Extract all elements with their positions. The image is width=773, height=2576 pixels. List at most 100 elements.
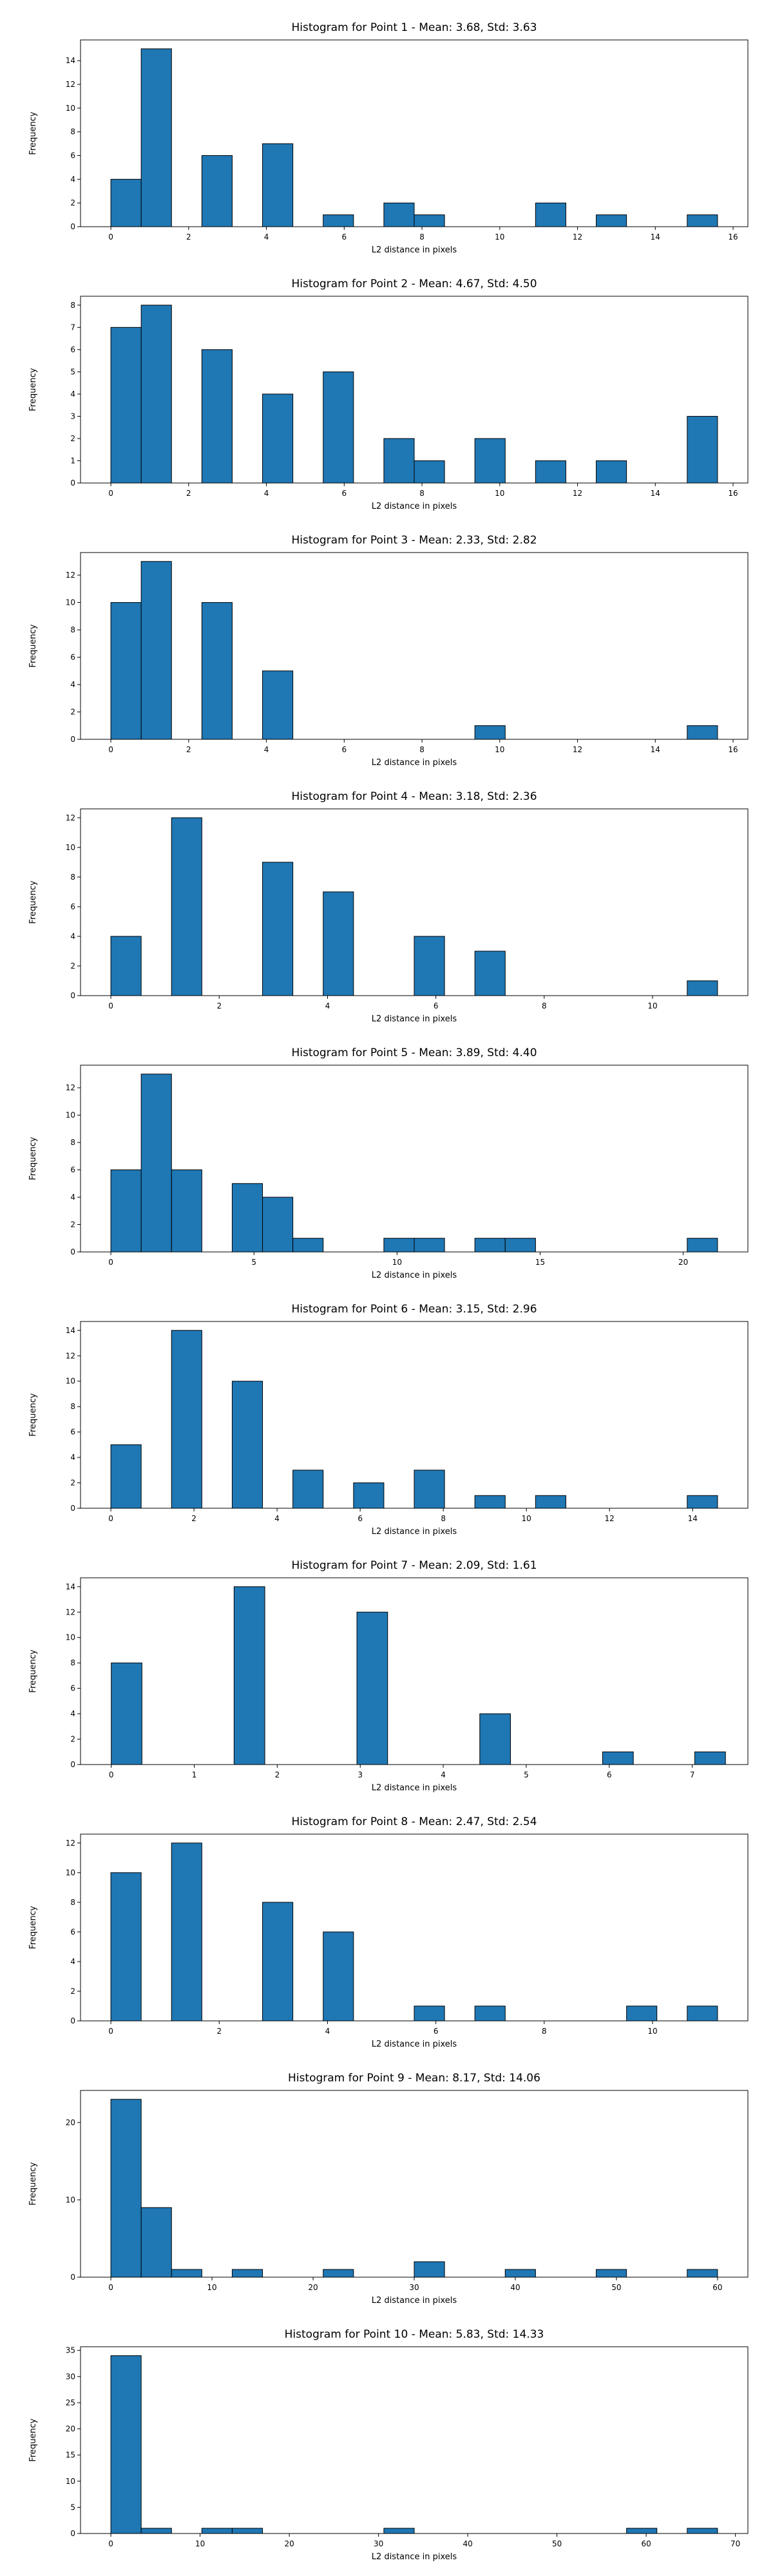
x-tick-label: 3 [358,1770,363,1779]
x-tick-label: 2 [275,1770,280,1779]
x-tick-label: 0 [108,1514,113,1523]
x-tick-label: 0 [108,2539,113,2548]
histogram-panel: Histogram for Point 5 - Mean: 3.89, Std:… [28,1046,749,1280]
plot-frame [80,1833,749,2022]
x-tick-label: 0 [108,1001,113,1010]
x-tick-label: 1 [192,1770,197,1779]
y-tick-label: 1 [70,456,75,465]
histogram-bar [110,1444,142,1509]
y-tick-label: 10 [66,1377,75,1386]
y-tick-label: 0 [70,478,75,488]
histogram-bar [231,2528,263,2534]
y-tick-label: 12 [66,80,75,89]
histogram-panel: Histogram for Point 2 - Mean: 4.67, Std:… [28,278,749,511]
y-tick-label: 35 [66,2346,75,2355]
y-tick-label: 8 [70,1138,75,1147]
y-tick-label: 4 [70,1453,75,1462]
chart-title: Histogram for Point 5 - Mean: 3.89, Std:… [291,1046,537,1059]
plot-frame [80,2090,749,2278]
x-tick-label: 4 [264,489,269,498]
histogram-bar [474,438,506,484]
histogram-bar [535,1495,566,1509]
histogram-bar [140,561,172,740]
histogram-bar [687,2528,718,2534]
x-tick-label: 4 [264,745,269,754]
histogram-bar [474,951,506,996]
histogram-bar [110,178,142,227]
histogram-bar [171,1842,202,2022]
x-tick-label: 70 [730,2539,740,2548]
x-tick-label: 8 [542,1001,547,1010]
y-tick-label: 6 [70,1684,75,1693]
histogram-bar [626,2005,658,2022]
y-tick-label: 0 [70,991,75,1000]
x-tick-label: 6 [434,1001,439,1010]
histogram-bar [323,2269,354,2278]
x-tick-label: 60 [641,2539,651,2548]
y-tick-label: 2 [70,1479,75,1488]
y-tick-label: 0 [70,1247,75,1256]
y-tick-label: 14 [66,1582,75,1591]
x-tick-label: 0 [108,489,113,498]
x-tick-label: 8 [542,2027,547,2036]
x-tick-label: 0 [108,2027,113,2036]
x-tick-label: 5 [524,1770,529,1779]
x-tick-label: 50 [552,2539,562,2548]
histogram-bar [231,2269,263,2278]
y-tick-label: 8 [70,1658,75,1667]
histogram-bar [353,1482,385,1509]
histogram-panel: Histogram for Point 7 - Mean: 2.09, Std:… [28,1559,749,1793]
x-tick-label: 0 [108,232,113,242]
histogram-panel: Histogram for Point 8 - Mean: 2.47, Std:… [28,1815,749,2049]
y-axis-label: Frequency [28,368,38,411]
y-tick-label: 0 [70,2529,75,2538]
x-tick-label: 6 [434,2027,439,2036]
histogram-bar [231,1381,263,1509]
histogram-bar [474,2005,506,2022]
histogram-bar [140,2528,172,2534]
x-tick-label: 10 [495,745,504,754]
chart-title: Histogram for Point 7 - Mean: 2.09, Std:… [291,1559,537,1572]
x-tick-label: 4 [441,1770,446,1779]
histogram-bar [110,1872,142,2022]
histogram-bar [110,936,142,996]
histogram-bar [687,725,718,740]
histogram-bar [596,460,627,484]
x-tick-label: 10 [392,1258,402,1267]
y-tick-label: 0 [70,1760,75,1769]
y-tick-label: 8 [70,873,75,882]
y-tick-label: 6 [70,1927,75,1937]
histogram-bar [414,2261,445,2278]
x-tick-label: 5 [251,1258,256,1267]
x-tick-label: 10 [207,2283,216,2292]
y-tick-label: 10 [66,2195,75,2204]
histogram-bar [474,1495,506,1509]
histogram-bar [110,327,142,484]
x-tick-label: 30 [374,2539,383,2548]
y-tick-label: 15 [66,2450,75,2459]
x-tick-label: 8 [419,745,425,754]
y-tick-label: 6 [70,151,75,160]
histogram-bar [383,1238,415,1253]
histogram-bar [414,936,445,996]
y-tick-label: 4 [70,1709,75,1718]
x-tick-label: 2 [191,1514,196,1523]
x-tick-label: 0 [108,745,113,754]
histogram-bar [262,393,294,484]
x-tick-label: 10 [647,1001,657,1010]
histogram-bar [171,1330,202,1509]
y-tick-label: 14 [66,56,75,65]
histogram-bar [171,2269,202,2278]
y-tick-label: 10 [66,104,75,113]
y-tick-label: 0 [70,2016,75,2025]
y-tick-label: 20 [66,2118,75,2127]
histogram-bar [140,48,172,227]
histogram-bar [201,349,233,484]
y-tick-label: 12 [66,571,75,580]
histogram-bar [356,1611,388,1765]
x-axis-label: L2 distance in pixels [372,2552,457,2562]
histogram-bar [479,1713,511,1765]
histogram-bar [292,1470,324,1509]
x-axis-label: L2 distance in pixels [372,1783,457,1793]
chart-title: Histogram for Point 10 - Mean: 5.83, Std… [285,2328,544,2341]
